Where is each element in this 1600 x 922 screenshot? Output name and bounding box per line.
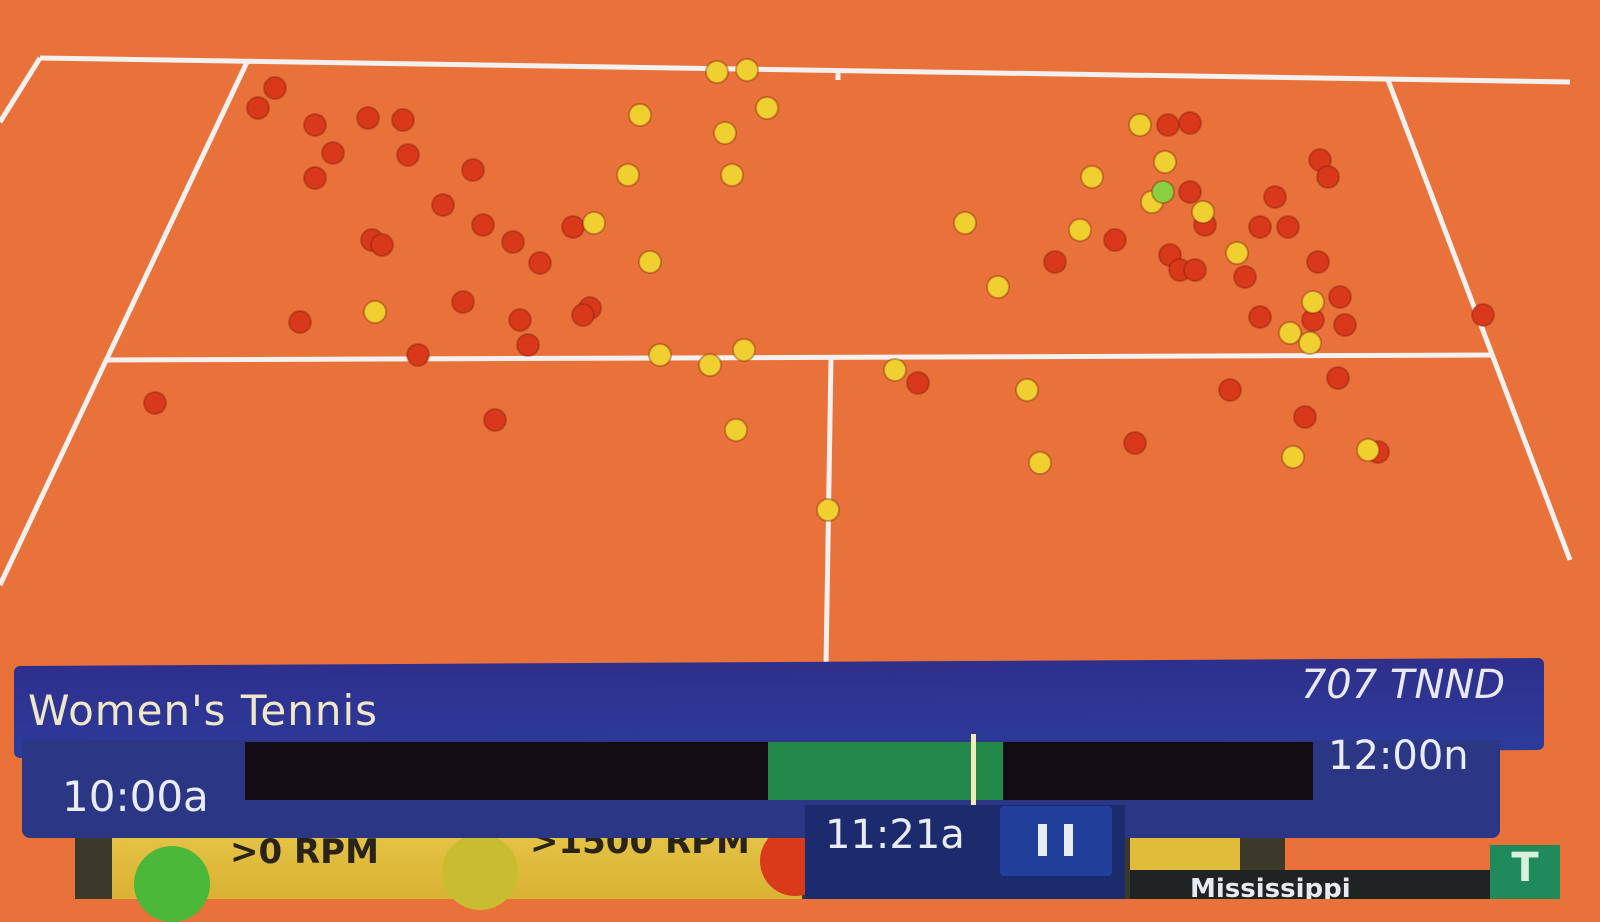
- red-ball-marker: [483, 408, 507, 432]
- service-line: [107, 352, 1493, 363]
- yellow-ball-marker: [1278, 321, 1302, 345]
- playhead[interactable]: [971, 734, 977, 806]
- yellow-ball-marker: [616, 163, 640, 187]
- red-ball-marker: [288, 310, 312, 334]
- red-ball-marker: [1306, 250, 1330, 274]
- red-ball-marker: [263, 76, 287, 100]
- red-ball-marker: [1316, 165, 1340, 189]
- red-ball-marker: [1123, 431, 1147, 455]
- yellow-ball-marker: [755, 96, 779, 120]
- yellow-ball-marker: [1080, 165, 1104, 189]
- yellow-ball-marker: [638, 250, 662, 274]
- green-ball-icon: [134, 846, 210, 922]
- legend-label-low: >0 RPM: [230, 832, 379, 872]
- yellow-ball-marker: [735, 58, 759, 82]
- yellow-ball-marker: [1356, 438, 1380, 462]
- pause-button[interactable]: [1000, 806, 1112, 876]
- red-ball-marker: [461, 158, 485, 182]
- left-doubles-sideline: [0, 56, 43, 124]
- red-ball-marker: [1183, 258, 1207, 282]
- yellow-ball-marker: [1281, 445, 1305, 469]
- left-singles-sideline: [0, 60, 250, 587]
- yellow-ball-marker: [1191, 200, 1215, 224]
- progress-bar[interactable]: [245, 734, 1313, 806]
- yellow-ball-marker: [953, 211, 977, 235]
- red-ball-marker: [431, 193, 455, 217]
- yellow-ball-marker: [816, 498, 840, 522]
- network-logo: T: [1490, 845, 1560, 899]
- channel-label: 707 TNND: [1300, 662, 1505, 708]
- yellow-ball-marker: [698, 353, 722, 377]
- red-ball-marker: [391, 108, 415, 132]
- current-time: 11:21a: [825, 812, 965, 858]
- red-ball-marker: [508, 308, 532, 332]
- red-ball-marker: [303, 113, 327, 137]
- yellow-ball-marker: [713, 121, 737, 145]
- yellow-ball-marker: [628, 103, 652, 127]
- yellow-ball-marker: [705, 60, 729, 84]
- red-ball-marker: [1293, 405, 1317, 429]
- yellow-ball-marker: [582, 211, 606, 235]
- red-ball-marker: [471, 213, 495, 237]
- red-ball-marker: [1333, 313, 1357, 337]
- yellow-ball-marker: [720, 163, 744, 187]
- start-time: 10:00a: [62, 772, 209, 821]
- red-ball-marker: [1276, 215, 1300, 239]
- yellow-ball-icon: [442, 834, 518, 910]
- ball-landing-markers: [143, 58, 1495, 522]
- green-ball-marker: [1151, 180, 1175, 204]
- red-ball-marker: [396, 143, 420, 167]
- buffered-region: [768, 742, 1004, 800]
- red-ball-marker: [1233, 265, 1257, 289]
- red-ball-marker: [1248, 305, 1272, 329]
- pause-icon: [1038, 824, 1047, 856]
- yellow-ball-marker: [1128, 113, 1152, 137]
- court-lines: [0, 55, 1573, 666]
- yellow-ball-marker: [724, 418, 748, 442]
- yellow-ball-marker: [363, 300, 387, 324]
- news-ticker: Mississippi: [1130, 870, 1510, 899]
- red-ball-marker: [1043, 250, 1067, 274]
- yellow-ball-marker: [883, 358, 907, 382]
- red-ball-marker: [528, 251, 552, 275]
- red-ball-marker: [246, 96, 270, 120]
- red-ball-marker: [1218, 378, 1242, 402]
- end-time: 12:00n: [1328, 733, 1469, 779]
- red-ball-marker: [561, 215, 585, 239]
- red-ball-marker: [370, 233, 394, 257]
- red-ball-marker: [1103, 228, 1127, 252]
- red-ball-marker: [1156, 113, 1180, 137]
- red-ball-marker: [1263, 185, 1287, 209]
- red-ball-marker: [1178, 180, 1202, 204]
- red-ball-marker: [1248, 215, 1272, 239]
- yellow-ball-marker: [648, 343, 672, 367]
- yellow-ball-marker: [986, 275, 1010, 299]
- yellow-ball-marker: [1015, 378, 1039, 402]
- yellow-ball-marker: [1225, 241, 1249, 265]
- tennis-court-graphic: [0, 55, 1573, 666]
- pause-icon-bar: [1064, 824, 1073, 856]
- baseline: [39, 55, 1571, 85]
- red-ball-marker: [321, 141, 345, 165]
- red-ball-marker: [406, 343, 430, 367]
- red-ball-marker: [1326, 366, 1350, 390]
- yellow-ball-marker: [732, 338, 756, 362]
- red-ball-marker: [143, 391, 167, 415]
- program-title: Women's Tennis: [28, 686, 379, 735]
- yellow-ball-marker: [1028, 451, 1052, 475]
- red-ball-marker: [1178, 111, 1202, 135]
- red-ball-marker: [303, 166, 327, 190]
- red-ball-marker: [516, 333, 540, 357]
- red-ball-marker: [451, 290, 475, 314]
- red-ball-marker: [501, 230, 525, 254]
- yellow-ball-marker: [1301, 290, 1325, 314]
- red-ball-marker: [1328, 285, 1352, 309]
- red-ball-marker: [356, 106, 380, 130]
- yellow-ball-marker: [1298, 331, 1322, 355]
- yellow-ball-marker: [1068, 218, 1092, 242]
- red-ball-marker: [571, 303, 595, 327]
- yellow-ball-marker: [1153, 150, 1177, 174]
- red-ball-marker: [906, 371, 930, 395]
- red-ball-marker: [1471, 303, 1495, 327]
